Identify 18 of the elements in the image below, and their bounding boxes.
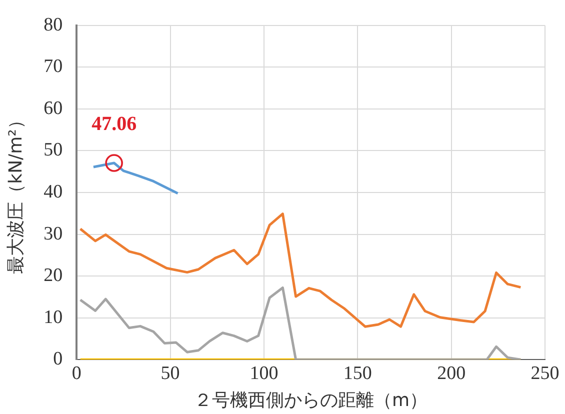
y-tick-label: 60 (44, 98, 63, 119)
annotation: 47.06 (92, 113, 137, 136)
x-tick-label: 250 (530, 362, 560, 384)
y-tick-label: 50 (44, 140, 63, 161)
y-axis-title: 最大波圧（kN/m²） (5, 111, 26, 274)
y-tick-label: 70 (44, 56, 63, 78)
x-tick-label: 0 (72, 362, 82, 384)
y-tick-label: 10 (44, 306, 63, 328)
x-tick-label: 100 (250, 362, 278, 384)
y-tick-label: 40 (44, 181, 63, 202)
y-tick-label: 30 (44, 223, 63, 244)
x-axis-title: ２号機西側からの距離（m） (194, 390, 428, 411)
y-tick-label: 20 (44, 265, 63, 286)
x-tick-label: 50 (160, 362, 180, 384)
x-tick-label: 150 (343, 362, 372, 384)
x-tick-label: 200 (437, 362, 466, 384)
y-tick-label: 0 (53, 348, 63, 370)
y-tick-label: 80 (44, 14, 63, 36)
